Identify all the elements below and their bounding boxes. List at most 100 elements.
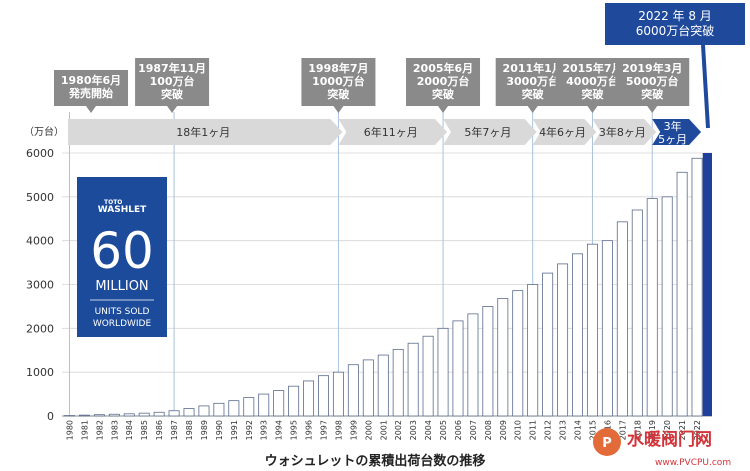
x-tick-label: 1987	[170, 420, 179, 440]
x-tick-label: 2011	[529, 420, 538, 440]
bar	[153, 411, 165, 417]
bar	[93, 414, 105, 417]
x-tick-label: 1997	[319, 420, 328, 440]
x-tick-label: 2012	[544, 420, 553, 440]
watermark: P 水暖阀门网 www.PVCPU.com	[593, 428, 731, 468]
x-tick-label: 2014	[574, 420, 583, 440]
final-milestone-box	[605, 3, 745, 45]
x-tick-label: 1986	[155, 420, 164, 440]
bar	[407, 342, 419, 417]
bar	[422, 335, 434, 417]
x-tick-label: 1981	[80, 420, 89, 440]
bar	[467, 313, 479, 417]
x-tick-label: 1998	[334, 420, 343, 440]
milestone-text: 2005年6月 2000万台突破	[413, 61, 473, 101]
bar	[542, 272, 554, 417]
x-tick-label: 1982	[95, 420, 104, 440]
highlight-bar	[702, 153, 712, 416]
x-tick-label: 1980	[65, 420, 74, 440]
interval-label: 5年7ヶ月	[464, 125, 511, 139]
x-tick-label: 1988	[185, 420, 194, 440]
bar	[228, 400, 240, 417]
x-tick-label: 2005	[439, 420, 448, 440]
y-tick-label: 6000	[26, 147, 54, 160]
badge-caption-1: UNITS SOLD	[95, 307, 150, 317]
x-tick-label: 1996	[305, 420, 314, 440]
y-axis-label: （万台）	[24, 125, 64, 138]
bar	[512, 290, 524, 417]
bar	[213, 402, 225, 417]
x-tick-label: 2003	[409, 420, 418, 440]
bar	[332, 371, 344, 417]
interval-arrow	[592, 119, 657, 145]
interval-arrow	[68, 119, 343, 145]
bar	[482, 306, 494, 417]
interval-label: 6年11ヶ月	[364, 125, 418, 139]
bar	[303, 380, 315, 417]
bar	[527, 284, 539, 417]
milestone-pointer	[527, 106, 538, 113]
chart-title: ウォシュレットの累積出荷台数の推移	[265, 453, 486, 469]
x-tick-label: 1989	[200, 420, 209, 440]
bar	[138, 412, 150, 417]
x-tick-label: 2007	[469, 420, 478, 440]
x-tick-label: 2019	[648, 420, 657, 440]
x-tick-label: 1983	[110, 420, 119, 440]
x-tick-label: 2021	[678, 420, 687, 440]
x-tick-label: 1991	[230, 420, 239, 440]
svg-text:P: P	[602, 436, 612, 451]
milestone-box	[406, 58, 481, 106]
bar	[78, 414, 90, 417]
bar	[631, 209, 643, 417]
bar	[676, 171, 688, 417]
bar	[258, 393, 270, 417]
x-axis: 1980 1981 1982 1983 1984 1985 1986 1987 1988 1989…	[65, 420, 702, 440]
bar	[123, 413, 135, 417]
y-tick-label: 4000	[26, 235, 54, 248]
x-tick-label: 2004	[424, 420, 433, 440]
milestone-text: 1980年6月発売開始	[61, 73, 121, 100]
interval-arrow	[652, 119, 702, 145]
badge-background	[77, 177, 167, 337]
bar	[362, 359, 374, 417]
milestone-text: 1998年7月 1000万台突破	[308, 61, 368, 101]
x-tick-label: 2006	[454, 420, 463, 440]
interval-arrow	[338, 119, 448, 145]
bar	[273, 390, 285, 417]
bar	[108, 413, 120, 417]
x-tick-label: 1994	[275, 420, 284, 440]
y-tick-label: 0	[47, 410, 54, 423]
x-tick-label: 2022	[693, 420, 702, 440]
x-tick-label: 2000	[364, 420, 373, 440]
y-tick-label: 1000	[26, 366, 54, 379]
milestone-text: 2011年1月 3000万台突破	[503, 61, 563, 101]
x-tick-label: 1993	[260, 420, 269, 440]
interval-arrows: 18年1ヶ月 6年11ヶ月 5年7ヶ月 4年6ヶ月 3年8ヶ月 3年 5ヶ月	[68, 119, 702, 146]
milestone-pointer	[167, 106, 178, 113]
bar	[691, 157, 703, 417]
interval-arrow	[443, 119, 537, 145]
milestone-pointer	[647, 106, 658, 113]
final-pointer	[701, 44, 710, 129]
x-tick-label: 2020	[663, 420, 672, 440]
bar	[437, 327, 449, 417]
milestone-text: 1987年11月 100万台突破	[138, 61, 206, 101]
final-milestone: 2022 年 8 月 6000万台突破	[605, 3, 745, 129]
badge-number: 60	[90, 222, 154, 280]
interval-label: 18年1ヶ月	[176, 125, 230, 139]
x-tick-label: 2008	[484, 420, 493, 440]
interval-label: 4年6ヶ月	[539, 125, 586, 139]
interval-arrow	[532, 119, 597, 145]
final-milestone-text: 2022 年 8 月 6000万台突破	[636, 9, 715, 38]
bar	[616, 221, 628, 417]
milestone-box	[301, 58, 376, 106]
bar	[497, 298, 509, 417]
y-tick-label: 2000	[26, 322, 54, 335]
milestone-text: 2019年3月 5000万台突破	[622, 61, 682, 101]
bar	[557, 263, 569, 417]
x-tick-label: 2009	[499, 420, 508, 440]
milestone-box	[615, 58, 690, 106]
x-tick-label: 2015	[588, 420, 597, 440]
milestone-text: 2015年7月 4000万台突破	[562, 61, 622, 101]
